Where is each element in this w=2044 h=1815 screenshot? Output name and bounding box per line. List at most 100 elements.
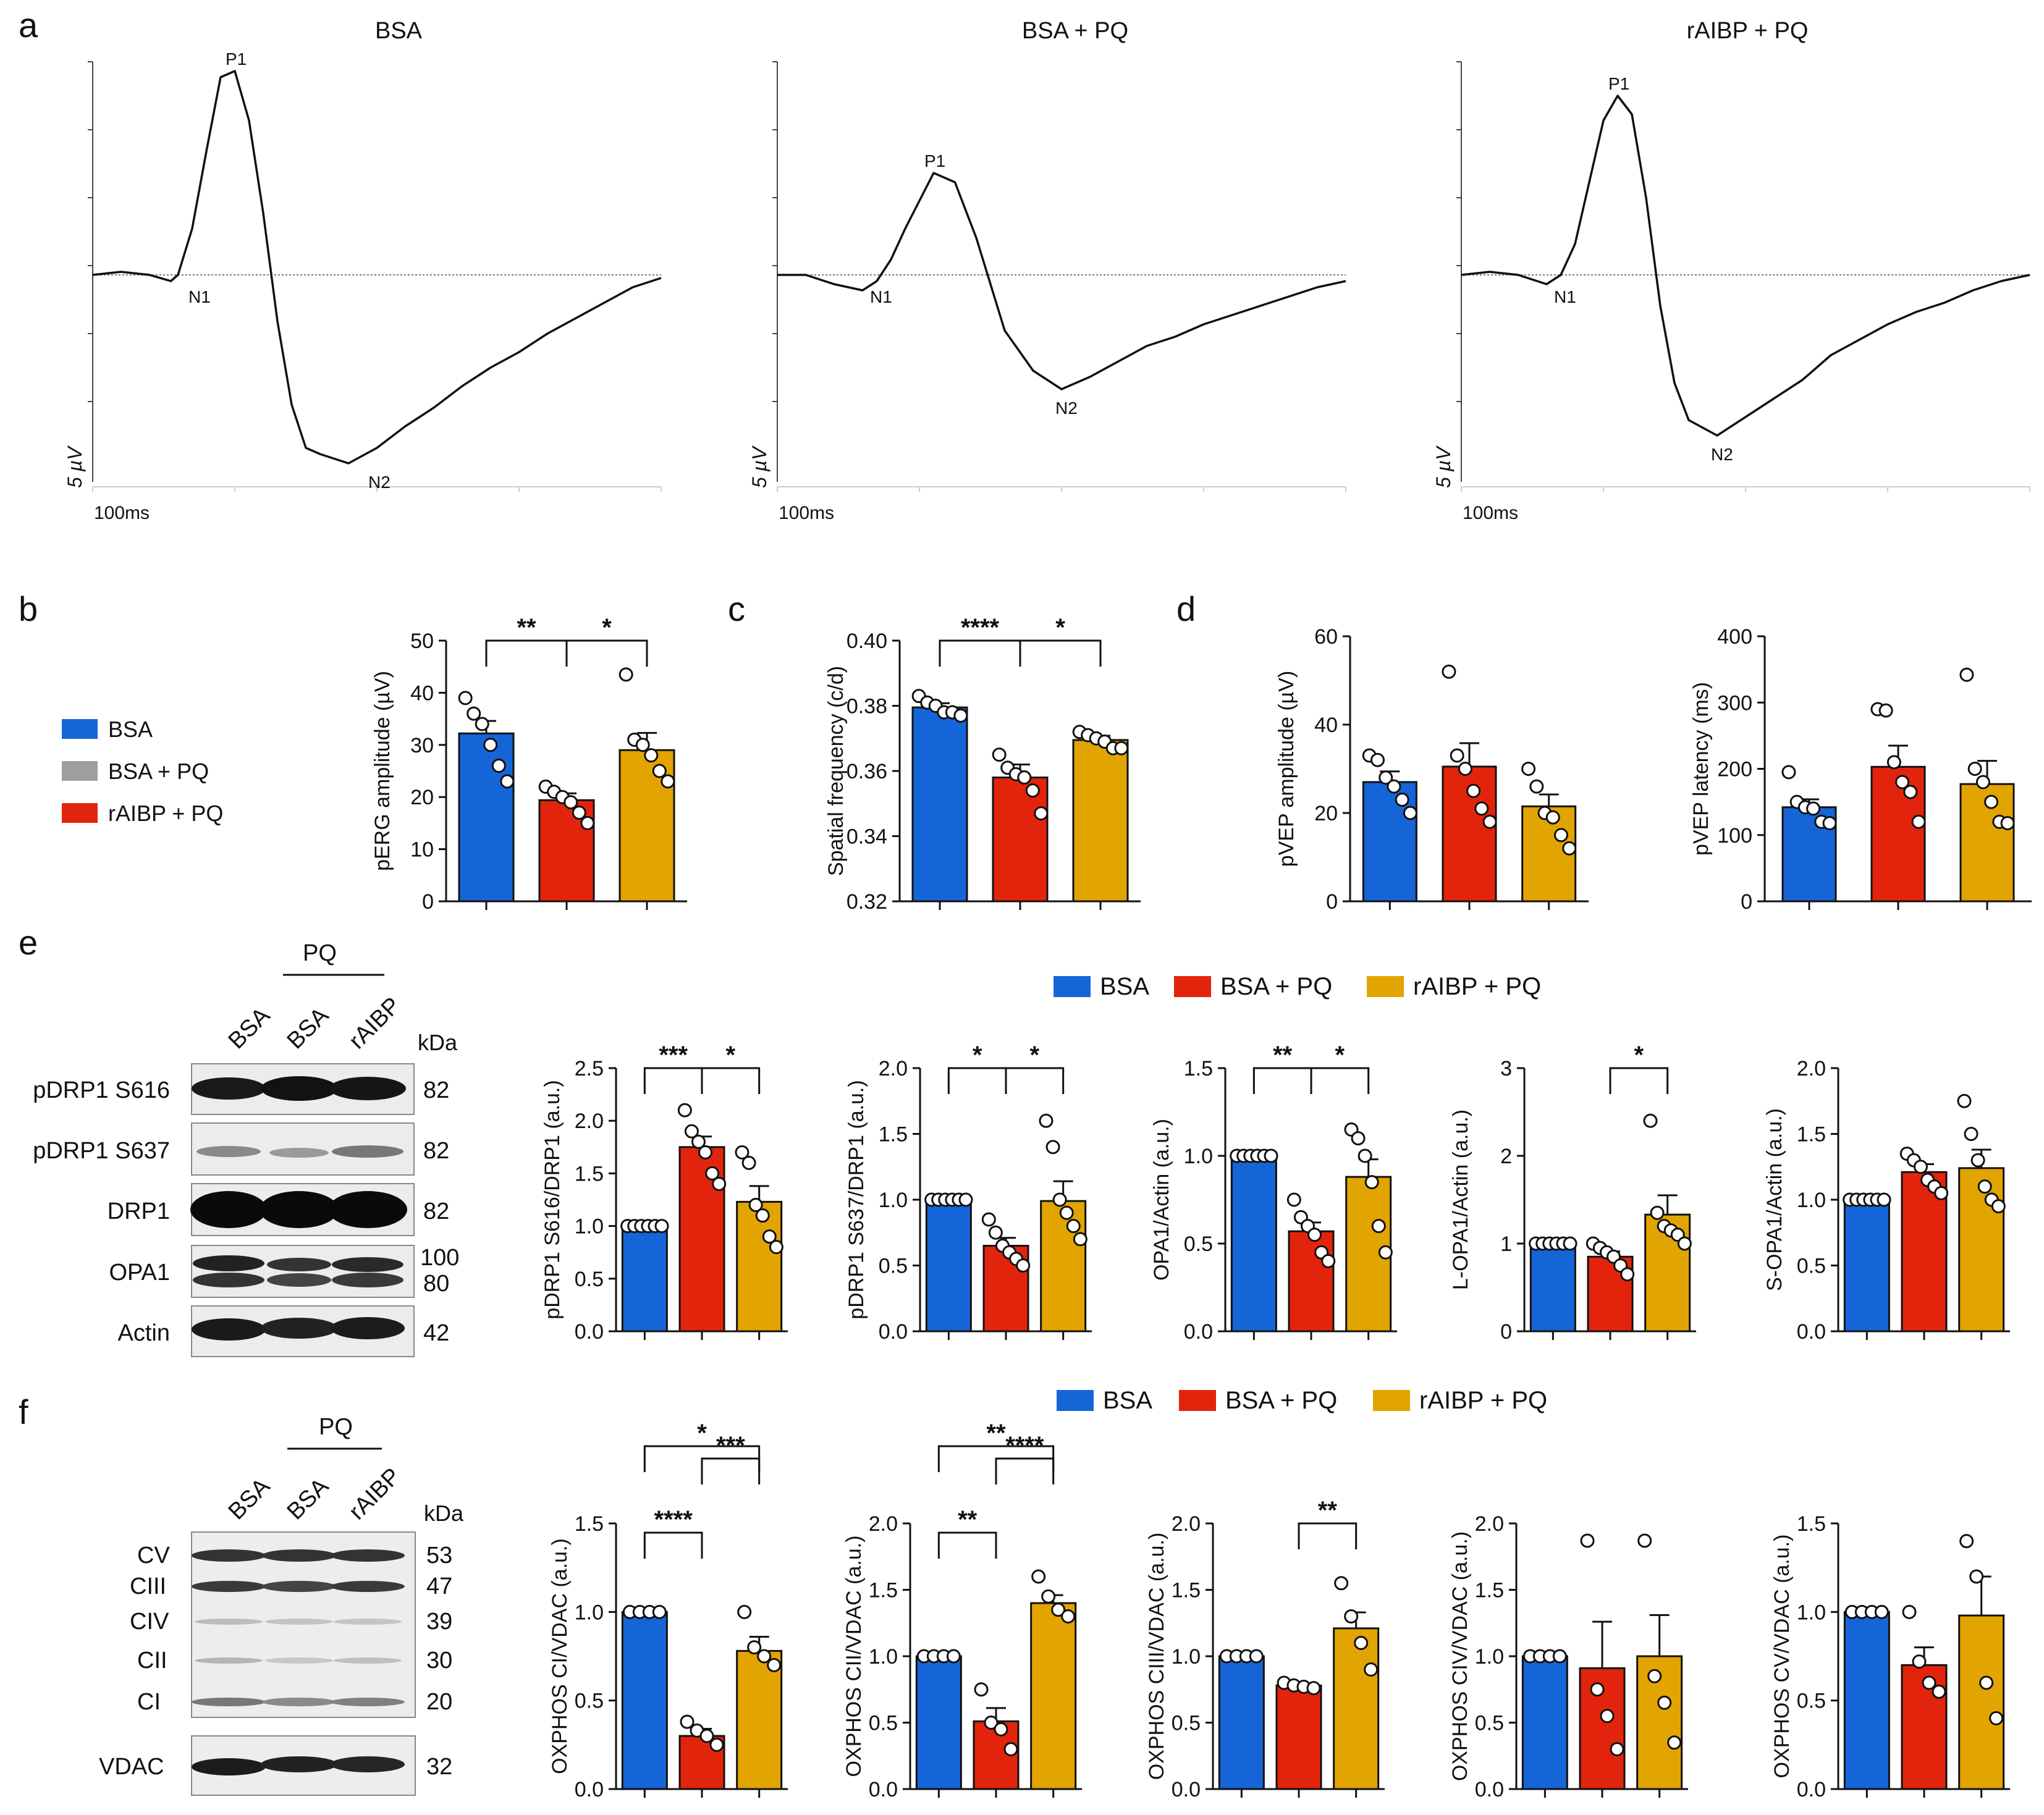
blot-f-vdac-label: VDAC bbox=[99, 1754, 164, 1780]
data-point bbox=[1249, 1649, 1264, 1664]
data-point bbox=[709, 1737, 724, 1752]
data-point bbox=[1932, 1684, 1946, 1699]
blot-f-band-label-1: CV bbox=[137, 1543, 170, 1569]
data-point bbox=[958, 1192, 973, 1207]
charts-layer: BSA P1 N1 N2 5 µV 100ms BSA + PQ P1 N1 N2 5 µV 100m… bbox=[64, 18, 2032, 1801]
erg-title-1: BSA bbox=[375, 18, 423, 44]
data-point bbox=[580, 815, 595, 830]
data-point bbox=[1264, 1148, 1278, 1163]
data-point bbox=[1059, 1205, 1074, 1220]
legend-f-label-bsa: BSA bbox=[1103, 1387, 1152, 1414]
bar-3 bbox=[1040, 1200, 1087, 1333]
data-point bbox=[757, 1649, 772, 1664]
data-point bbox=[1913, 1160, 1928, 1174]
data-point bbox=[1529, 779, 1544, 794]
data-point bbox=[691, 1134, 706, 1149]
legend-b-label-bsa: BSA bbox=[108, 717, 153, 742]
data-point bbox=[1371, 1219, 1386, 1234]
blot-e-kda-label: kDa bbox=[418, 1030, 458, 1055]
blot-e-row-label-4: OPA1 bbox=[109, 1260, 170, 1286]
y-tick-label: 0 bbox=[1741, 890, 1752, 914]
data-point bbox=[1959, 1534, 1974, 1549]
significance-label: * bbox=[973, 1042, 982, 1069]
bar-1 bbox=[1843, 1198, 1890, 1333]
y-axis-label: OXPHOS CI/VDAC (a.u.) bbox=[548, 1538, 572, 1774]
data-point bbox=[572, 806, 586, 820]
y-tick-label: 0.5 bbox=[1172, 1712, 1201, 1735]
y-tick-label: 0.0 bbox=[1184, 1320, 1213, 1344]
y-tick-label: 0.34 bbox=[847, 825, 887, 849]
y-tick-label: 30 bbox=[410, 734, 434, 757]
panel-letter-a: a bbox=[19, 6, 38, 44]
bar-3 bbox=[736, 1649, 783, 1790]
bar-1 bbox=[621, 1225, 668, 1333]
legend-f-label-bsa-pq: BSA + PQ bbox=[1225, 1387, 1337, 1414]
chart-e4: 0 1 2 3 L-OPA1/Actin (a.u.) * bbox=[1449, 1042, 1696, 1344]
blot-e-row-label-1: pDRP1 S616 bbox=[33, 1077, 170, 1103]
data-point bbox=[1667, 1735, 1682, 1750]
bar-1 bbox=[911, 706, 968, 903]
data-point bbox=[564, 795, 578, 810]
data-point bbox=[1563, 1236, 1577, 1251]
y-tick-label: 1.5 bbox=[575, 1512, 604, 1536]
legend-f-swatch-bsa bbox=[1057, 1390, 1094, 1411]
y-tick-label: 0.5 bbox=[879, 1255, 908, 1278]
data-point bbox=[475, 717, 489, 731]
significance-bracket bbox=[1019, 639, 1102, 667]
y-tick-label: 0.0 bbox=[575, 1778, 604, 1801]
data-point bbox=[1822, 815, 1837, 830]
y-tick-label: 1.5 bbox=[1797, 1512, 1826, 1536]
data-point bbox=[1041, 1589, 1056, 1604]
y-tick-label: 0.0 bbox=[1475, 1778, 1504, 1801]
data-point bbox=[1051, 1602, 1066, 1617]
blot-e-row-label-3: DRP1 bbox=[108, 1198, 170, 1224]
data-point bbox=[1450, 748, 1464, 763]
legend-e-swatch-raibp-pq bbox=[1367, 976, 1404, 997]
y-tick-label: 1.0 bbox=[575, 1601, 604, 1624]
blot-f-band-label-3: CIV bbox=[130, 1609, 169, 1635]
data-point bbox=[1554, 828, 1569, 843]
data-point bbox=[1466, 783, 1481, 798]
bar-1 bbox=[1218, 1655, 1265, 1790]
y-tick-label: 10 bbox=[410, 838, 434, 862]
y-tick-label: 0.5 bbox=[1797, 1255, 1826, 1278]
significance-bracket bbox=[565, 639, 648, 667]
bar-3 bbox=[1072, 739, 1129, 903]
data-point bbox=[2000, 815, 2015, 830]
data-point bbox=[1387, 779, 1401, 794]
data-point bbox=[735, 1145, 750, 1160]
data-point bbox=[1637, 1533, 1652, 1548]
blot-f-band-label-2: CIII bbox=[130, 1573, 166, 1599]
significance-label: **** bbox=[961, 614, 1000, 641]
data-point bbox=[1334, 1576, 1349, 1591]
significance-label: * bbox=[697, 1420, 707, 1447]
data-point bbox=[1114, 741, 1129, 756]
erg-scale-y: 5 µV bbox=[64, 445, 86, 488]
data-point bbox=[1562, 841, 1577, 856]
data-point bbox=[1061, 1609, 1076, 1623]
y-tick-label: 0.0 bbox=[575, 1320, 604, 1344]
erg-peak-n2: N2 bbox=[1055, 398, 1078, 418]
significance-label: *** bbox=[659, 1042, 688, 1069]
significance-label: ** bbox=[1273, 1042, 1293, 1069]
y-tick-label: 0.36 bbox=[847, 760, 887, 783]
chart-e2: 0.0 0.5 1.0 1.5 2.0 pDRP1 S637/DRP1 (a.u.) * * bbox=[845, 1042, 1092, 1344]
data-point bbox=[755, 1208, 770, 1223]
erg-peak-n1: N1 bbox=[188, 287, 211, 306]
data-point bbox=[1306, 1681, 1321, 1696]
data-point bbox=[677, 1103, 692, 1118]
data-point bbox=[1677, 1236, 1692, 1251]
erg-waveform bbox=[777, 172, 1346, 390]
y-tick-label: 50 bbox=[410, 630, 434, 653]
data-point bbox=[698, 1145, 713, 1160]
erg-scale-x: 100ms bbox=[94, 503, 150, 523]
blot-f-pq-label: PQ bbox=[319, 1414, 353, 1440]
data-point bbox=[712, 1176, 727, 1191]
significance-label: * bbox=[1335, 1042, 1345, 1069]
y-tick-label: 1.5 bbox=[879, 1123, 908, 1147]
data-point bbox=[1307, 1228, 1322, 1242]
data-point bbox=[491, 759, 506, 773]
y-axis-label: OXPHOS CV/VDAC (a.u.) bbox=[1770, 1535, 1794, 1779]
erg-peak-p1: P1 bbox=[924, 151, 945, 171]
